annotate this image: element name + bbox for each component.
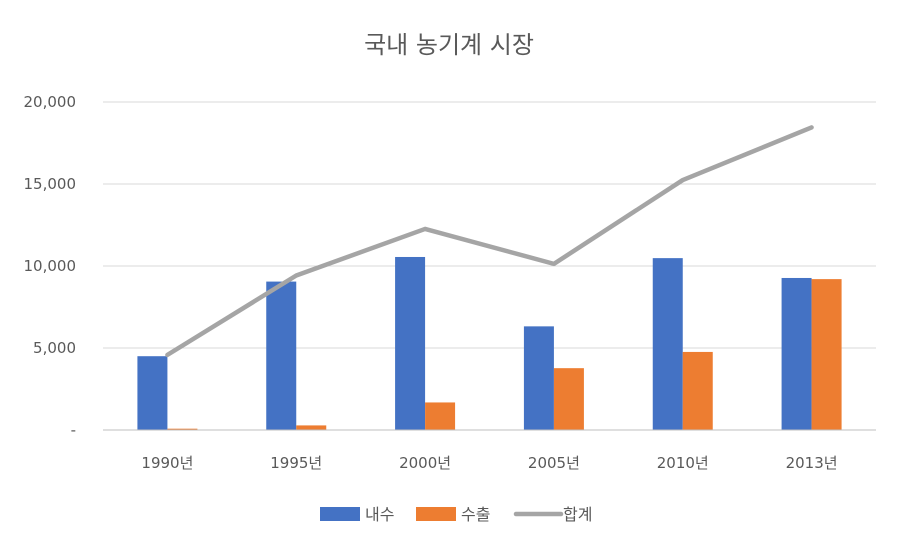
- y-tick-label: 10,000: [24, 257, 77, 275]
- x-tick-label: 2010년: [657, 454, 709, 472]
- x-tick-label: 2000년: [399, 454, 451, 472]
- x-tick-label: 1990년: [141, 454, 193, 472]
- bar-수출-2013년: [811, 279, 842, 430]
- bar-내수-1990년: [137, 356, 168, 430]
- bar-내수-2000년: [395, 256, 426, 430]
- lines: [165, 125, 814, 358]
- bar-수출-2000년: [425, 402, 456, 430]
- legend-swatch-내수: [320, 507, 360, 521]
- bar-내수-1995년: [266, 281, 297, 430]
- bar-수출-1990년: [167, 428, 198, 430]
- bar-수출-1995년: [296, 425, 327, 430]
- y-tick-label: 5,000: [33, 339, 76, 357]
- x-axis: 1990년 1995년 2000년 2005년 2010년 2013년: [103, 429, 876, 472]
- bar-수출-2005년: [553, 368, 584, 430]
- gridlines: [103, 101, 876, 431]
- y-tick-label: 15,000: [24, 175, 77, 193]
- bar-내수-2010년: [652, 258, 683, 430]
- x-tick-label: 2005년: [528, 454, 580, 472]
- line-합계: [165, 125, 814, 358]
- legend-swatch-수출: [416, 507, 456, 521]
- legend: 내수 수출 합계: [320, 505, 592, 524]
- bar-수출-2010년: [682, 351, 713, 430]
- x-tick-label: 1995년: [270, 454, 322, 472]
- bar-내수-2005년: [523, 326, 554, 430]
- chart-title: 국내 농기계 시장: [364, 31, 534, 59]
- bars: [137, 256, 842, 430]
- legend-label-내수: 내수: [365, 505, 394, 524]
- legend-label-수출: 수출: [461, 505, 490, 524]
- legend-label-합계: 합계: [563, 505, 592, 524]
- x-tick-label: 2013년: [786, 454, 838, 472]
- y-axis: - 5,000 10,000 15,000 20,000: [24, 93, 77, 439]
- bar-내수-2013년: [781, 277, 812, 430]
- y-tick-label: -: [71, 421, 76, 439]
- y-tick-label: 20,000: [24, 93, 77, 111]
